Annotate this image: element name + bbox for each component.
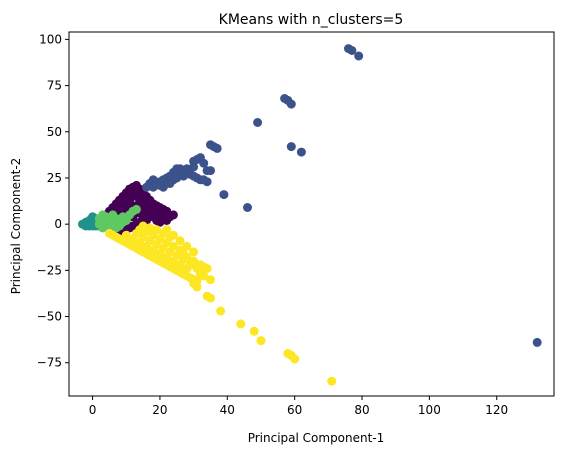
y-tick-label: 75 xyxy=(47,79,62,93)
y-tick-label: −50 xyxy=(37,310,62,324)
point-cluster-1-17 xyxy=(206,166,215,176)
point-cluster-4-54 xyxy=(152,225,162,235)
chart-title: KMeans with n_clusters=5 xyxy=(219,12,404,28)
point-cluster-3-10 xyxy=(131,204,141,214)
y-tick-label: 0 xyxy=(54,217,62,231)
point-cluster-1-1 xyxy=(347,46,357,55)
points-layer xyxy=(78,44,542,386)
x-tick-label: 0 xyxy=(89,403,97,417)
x-tick-label: 60 xyxy=(287,403,302,417)
plot-frame xyxy=(68,31,555,397)
point-cluster-1-15 xyxy=(199,158,209,168)
point-cluster-1-44 xyxy=(165,179,175,188)
y-tick-label: −75 xyxy=(37,356,62,370)
y-tick-label: 25 xyxy=(47,171,62,185)
point-cluster-1-48 xyxy=(532,337,542,347)
point-cluster-0-65 xyxy=(128,190,138,200)
point-cluster-4-79 xyxy=(249,326,259,336)
x-tick-label: 40 xyxy=(220,403,235,417)
point-cluster-0-44 xyxy=(138,193,148,203)
cluster-1-points xyxy=(142,44,542,347)
y-axis-label: Principal Component-2 xyxy=(9,158,23,295)
x-tick-label: 80 xyxy=(354,403,369,417)
point-cluster-4-77 xyxy=(216,306,226,316)
point-cluster-2-21 xyxy=(81,219,91,229)
point-cluster-4-67 xyxy=(206,275,215,285)
point-cluster-0-66 xyxy=(121,197,131,207)
point-cluster-1-7 xyxy=(286,142,296,152)
point-cluster-3-22 xyxy=(104,217,114,227)
point-cluster-0-60 xyxy=(145,203,155,212)
point-cluster-4-53 xyxy=(145,223,155,233)
point-cluster-4-70 xyxy=(185,260,195,270)
x-tick-label: 20 xyxy=(152,403,167,417)
point-cluster-4-74 xyxy=(206,293,215,303)
point-cluster-1-24 xyxy=(202,177,212,187)
point-cluster-3-20 xyxy=(121,216,131,225)
point-cluster-3-25 xyxy=(98,223,108,233)
point-cluster-1-47 xyxy=(243,203,252,212)
point-cluster-1-45 xyxy=(158,182,168,192)
point-cluster-0-64 xyxy=(168,210,178,220)
x-axis-label: Principal Component-1 xyxy=(248,431,385,445)
y-tick-label: −25 xyxy=(37,263,62,277)
cluster-4-points xyxy=(104,221,337,386)
y-tick-label: 100 xyxy=(39,32,62,46)
point-cluster-4-61 xyxy=(189,247,199,257)
point-cluster-4-50 xyxy=(168,241,178,251)
point-cluster-1-46 xyxy=(219,190,229,200)
point-cluster-4-83 xyxy=(290,354,300,364)
point-cluster-3-23 xyxy=(111,214,121,224)
point-cluster-4-84 xyxy=(327,376,337,386)
point-cluster-3-15 xyxy=(115,221,124,231)
y-tick-label: 50 xyxy=(47,125,62,139)
point-cluster-4-71 xyxy=(179,249,188,259)
point-cluster-1-6 xyxy=(253,118,263,127)
point-cluster-1-50 xyxy=(182,164,192,174)
x-tick-label: 120 xyxy=(485,403,508,417)
point-cluster-4-76 xyxy=(192,282,202,292)
point-cluster-1-8 xyxy=(296,147,306,157)
point-cluster-1-43 xyxy=(179,171,188,181)
point-cluster-1-2 xyxy=(354,51,364,61)
cluster-3-points xyxy=(94,204,141,235)
point-cluster-4-72 xyxy=(199,262,209,272)
x-tick-label: 100 xyxy=(418,403,441,417)
y-axis: −75 −50 −25 0 25 50 75 100 xyxy=(37,32,69,370)
point-cluster-4-58 xyxy=(168,230,178,240)
point-cluster-1-11 xyxy=(212,143,222,153)
point-cluster-0-61 xyxy=(152,206,162,216)
x-axis: 0 20 40 60 80 100 120 xyxy=(89,396,508,417)
point-cluster-4-80 xyxy=(256,336,266,346)
point-cluster-0-67 xyxy=(115,204,124,214)
point-cluster-4-59 xyxy=(175,236,185,246)
point-cluster-4-57 xyxy=(162,225,172,235)
point-cluster-4-60 xyxy=(182,241,192,251)
point-cluster-4-78 xyxy=(236,319,246,329)
point-cluster-4-36 xyxy=(121,230,131,240)
point-cluster-1-5 xyxy=(286,99,296,109)
point-cluster-1-36 xyxy=(142,182,151,192)
